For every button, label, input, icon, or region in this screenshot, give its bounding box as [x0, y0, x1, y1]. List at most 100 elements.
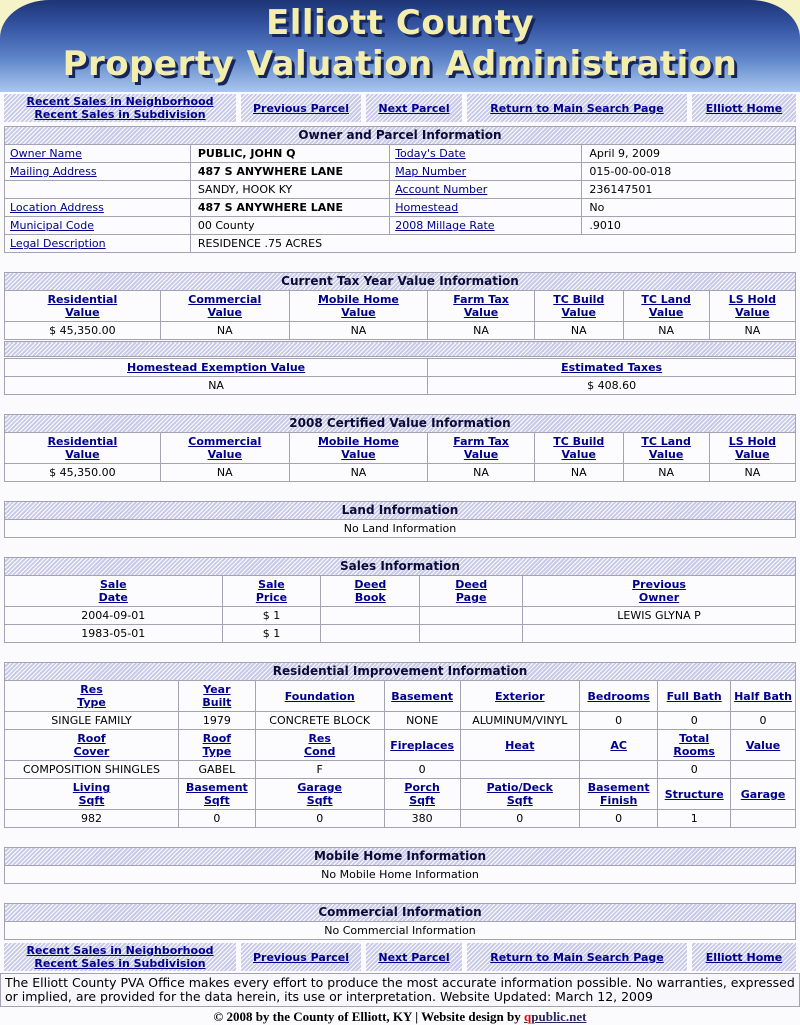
recent-sales-neighborhood-link[interactable]: Recent Sales in Neighborhood [26, 944, 214, 957]
living-sqft-header[interactable]: Living Sqft [72, 781, 111, 807]
municipal-code-label[interactable]: Municipal Code [10, 219, 95, 232]
total-rooms: 0 [657, 760, 732, 779]
tc-land-value: NA [622, 321, 710, 340]
tc-land-value: NA [622, 463, 710, 482]
homestead-exemption-header[interactable]: Homestead Exemption Value [127, 361, 306, 374]
garage [730, 809, 796, 828]
mobile-home-value: NA [288, 463, 429, 482]
return-main-search-link[interactable]: Return to Main Search Page [490, 950, 664, 964]
structure-header[interactable]: Structure [664, 787, 724, 801]
exterior-header[interactable]: Exterior [495, 689, 545, 703]
recent-sales-subdivision-link[interactable]: Recent Sales in Subdivision [34, 108, 206, 121]
millage-rate-label[interactable]: 2008 Millage Rate [395, 219, 495, 232]
todays-date-label[interactable]: Today's Date [395, 147, 466, 160]
qpublic-link[interactable]: qpublic.net [524, 1009, 587, 1024]
ls-hold-value-header[interactable]: LS Hold Value [728, 435, 776, 461]
previous-owner-header[interactable]: Previous Owner [632, 578, 686, 604]
homestead-label[interactable]: Homestead [395, 201, 459, 214]
map-number-label[interactable]: Map Number [395, 165, 467, 178]
basement-header[interactable]: Basement [391, 689, 454, 703]
porch-sqft-header[interactable]: Porch Sqft [404, 781, 440, 807]
basement-finish-header[interactable]: Basement Finish [587, 781, 650, 807]
bedrooms-header[interactable]: Bedrooms [587, 689, 650, 703]
roof-cover-header[interactable]: Roof Cover [73, 732, 110, 758]
table-row: Municipal Code 00 County 2008 Millage Ra… [4, 216, 796, 235]
res-cond-header[interactable]: Res Cond [304, 732, 336, 758]
next-parcel-link[interactable]: Next Parcel [378, 950, 450, 964]
tc-land-value-header[interactable]: TC Land Value [641, 435, 691, 461]
half-bath-header[interactable]: Half Bath [734, 689, 792, 703]
year-built-header[interactable]: Year Built [202, 683, 232, 709]
garage-sqft-header[interactable]: Garage Sqft [297, 781, 343, 807]
bottom-navbar: Recent Sales in Neighborhood Recent Sale… [0, 941, 800, 972]
commercial-empty: No Commercial Information [4, 921, 796, 940]
commercial-value-header[interactable]: Commercial Value [188, 435, 262, 461]
masthead-wrapper: Elliott County Property Valuation Admini… [0, 0, 800, 92]
roof-type-header[interactable]: Roof Type [202, 732, 232, 758]
residential-value-header[interactable]: Residential Value [47, 435, 118, 461]
mobile-home-value-header[interactable]: Mobile Home Value [317, 435, 399, 461]
heat-header[interactable]: Heat [505, 738, 535, 752]
table-header-row: Res Type Year Built Foundation Basement Ex… [3, 680, 796, 712]
total-rooms-header[interactable]: Total Rooms [673, 732, 715, 758]
mobile-home-title: Mobile Home Information [4, 847, 796, 866]
owner-name-label[interactable]: Owner Name [10, 147, 82, 160]
elliott-home-link[interactable]: Elliott Home [705, 950, 783, 964]
ls-hold-value: NA [708, 463, 797, 482]
previous-owner: LEWIS GLYNA P [522, 606, 796, 625]
foundation-header[interactable]: Foundation [284, 689, 355, 703]
table-header-row: Homestead Exemption Value Estimated Taxe… [3, 358, 796, 377]
commercial-value-header[interactable]: Commercial Value [188, 293, 262, 319]
table-row: Owner Name PUBLIC, JOHN Q Today's Date A… [4, 144, 796, 163]
tc-build-value-header[interactable]: TC Build Value [553, 293, 605, 319]
mailing-address-label[interactable]: Mailing Address [10, 165, 97, 178]
residential-value-header[interactable]: Residential Value [47, 293, 118, 319]
res-type-header[interactable]: Res Type [77, 683, 106, 709]
patio-deck-sqft: 0 [459, 809, 581, 828]
tc-build-value-header[interactable]: TC Build Value [553, 435, 605, 461]
table-row: 2004-09-01 $ 1 LEWIS GLYNA P [4, 606, 796, 625]
tc-land-value-header[interactable]: TC Land Value [641, 293, 691, 319]
farm-tax-value-header[interactable]: Farm Tax Value [453, 435, 509, 461]
year-built: 1979 [178, 711, 256, 730]
value-header[interactable]: Value [745, 738, 781, 752]
previous-parcel-link[interactable]: Previous Parcel [252, 950, 350, 964]
sale-date-header[interactable]: Sale Date [98, 578, 128, 604]
commercial-table: Commercial Information No Commercial Inf… [4, 903, 796, 940]
full-bath-header[interactable]: Full Bath [666, 689, 722, 703]
farm-tax-value: NA [427, 321, 535, 340]
previous-parcel-link[interactable]: Previous Parcel [252, 101, 350, 115]
county-title: Elliott County [265, 3, 535, 43]
table-row: 982 0 0 380 0 0 1 [3, 809, 796, 828]
fireplaces-header[interactable]: Fireplaces [390, 738, 454, 752]
deed-page-header[interactable]: Deed Page [455, 578, 488, 604]
garage-header[interactable]: Garage [740, 787, 786, 801]
patio-deck-sqft-header[interactable]: Patio/Deck Sqft [486, 781, 553, 807]
deed-book-header[interactable]: Deed Book [354, 578, 387, 604]
return-main-search-link[interactable]: Return to Main Search Page [490, 101, 664, 115]
owner-name-value: PUBLIC, JOHN Q [189, 144, 391, 163]
ac-header[interactable]: AC [610, 738, 627, 752]
recent-sales-subdivision-link[interactable]: Recent Sales in Subdivision [34, 957, 206, 970]
next-parcel-link[interactable]: Next Parcel [378, 101, 450, 115]
basement-sqft-header[interactable]: Basement Sqft [185, 781, 248, 807]
basement: NONE [383, 711, 461, 730]
full-bath: 0 [657, 711, 732, 730]
nav-previous-parcel: Previous Parcel [241, 94, 361, 122]
legal-description-label[interactable]: Legal Description [10, 237, 106, 250]
table-row: $ 45,350.00 NA NA NA NA NA NA [4, 463, 797, 482]
account-number-label[interactable]: Account Number [395, 183, 488, 196]
elliott-home-link[interactable]: Elliott Home [705, 101, 783, 115]
table-row: COMPOSITION SHINGLES GABEL F 0 0 [3, 760, 796, 779]
deed-page [419, 606, 524, 625]
res-type: SINGLE FAMILY [3, 711, 180, 730]
farm-tax-value-header[interactable]: Farm Tax Value [453, 293, 509, 319]
mobile-home-value-header[interactable]: Mobile Home Value [317, 293, 399, 319]
nav-elliott-home: Elliott Home [692, 94, 796, 122]
sale-price-header[interactable]: Sale Price [255, 578, 288, 604]
ls-hold-value-header[interactable]: LS Hold Value [728, 293, 776, 319]
recent-sales-neighborhood-link[interactable]: Recent Sales in Neighborhood [26, 95, 214, 108]
previous-owner [522, 624, 796, 643]
estimated-taxes-header[interactable]: Estimated Taxes [561, 361, 663, 374]
location-address-label[interactable]: Location Address [10, 201, 104, 214]
